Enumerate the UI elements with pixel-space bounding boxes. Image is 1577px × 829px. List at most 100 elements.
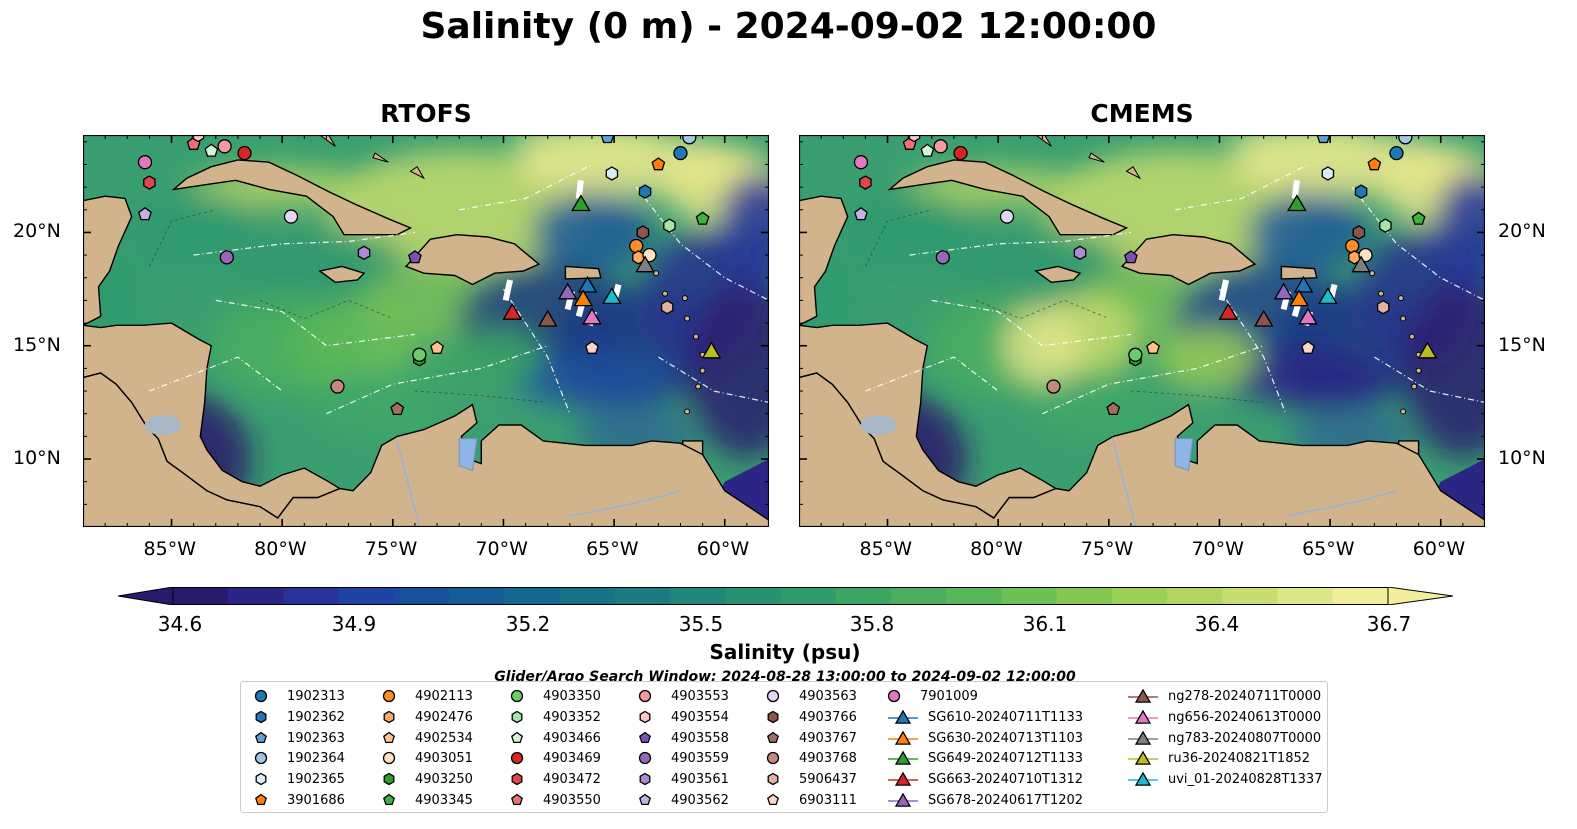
glider-SG630-20240713T1103-rtofs [573, 289, 593, 307]
legend-label: 6903111 [799, 793, 857, 808]
lon-tick-label: 70°W [1191, 538, 1244, 560]
legend-marker [255, 731, 267, 743]
argo-4902113-cmems [1345, 238, 1360, 254]
argo-1902313-cmems [1389, 145, 1404, 161]
legend-marker [894, 709, 912, 724]
argo-1902364-rtofs [682, 135, 697, 145]
argo-4903766-cmems [1352, 225, 1366, 240]
map-rtofs [83, 135, 769, 527]
argo-4903561-rtofs [357, 245, 371, 261]
argo-4903562-rtofs [138, 206, 152, 221]
argo-4903466-cmems [920, 143, 935, 157]
colorbar-segment [1167, 587, 1223, 605]
argo-4903553-cmems [933, 139, 948, 154]
legend: 1902313 1902362 1902363 1902364 1902365 39016… [240, 681, 1328, 813]
glider-ng656-20240613T0000-rtofs [582, 307, 602, 325]
glider-uvi_01-20240828T1337-rtofs [602, 287, 622, 305]
glider-SG678-20240617T1202-cmems [1273, 282, 1294, 300]
legend-marker [894, 730, 912, 745]
lat-tick-label-right: 15°N [1498, 333, 1546, 356]
glider-ng656-20240613T0000-cmems [1298, 307, 1318, 325]
legend-label: 4903550 [543, 793, 601, 808]
lat-tick-label-right: 10°N [1498, 447, 1546, 470]
lon-tick-label: 60°W [696, 538, 750, 560]
legend-label: ng278-20240711T0000 [1168, 689, 1322, 704]
legend-marker [254, 689, 268, 703]
colorbar-segment [1001, 587, 1058, 605]
legend-label: 1902365 [287, 772, 345, 788]
glider-SG663-20240710T1312-cmems [1218, 302, 1239, 320]
legend-marker [639, 772, 651, 786]
legend-label: ng783-20240807T0000 [1168, 730, 1322, 746]
colorbar-label: Salinity (psu) [709, 640, 861, 664]
legend-marker [1134, 750, 1152, 766]
glider-SG678-20240617T1202-rtofs [557, 282, 578, 300]
lon-tick-label: 75°W [1080, 538, 1134, 560]
colorbar-segment [173, 587, 229, 605]
argo-4903350-rtofs [412, 347, 427, 362]
glider-SG649-20240712T1133-rtofs [571, 194, 591, 212]
glider-SG610-20240711T1133-rtofs [577, 275, 598, 293]
glider-ng278-20240711T0000-rtofs [537, 309, 558, 327]
legend-marker [638, 752, 652, 765]
legend-marker [511, 793, 523, 806]
legend-marker [1134, 730, 1152, 745]
legend-label: 4902534 [415, 730, 473, 746]
legend-marker [1134, 688, 1152, 703]
legend-marker [511, 772, 523, 786]
legend-label: 4903768 [799, 751, 857, 767]
legend-marker [894, 792, 912, 807]
argo-7901009-rtofs [137, 155, 153, 170]
argo-4903563-cmems [999, 209, 1015, 224]
map-cmems [799, 135, 1485, 527]
argo-4902534-rtofs [430, 340, 444, 354]
colorbar-tick-label: 36.1 [1022, 612, 1068, 636]
argo-4903561-cmems [1073, 245, 1087, 261]
colorbar-segment [1056, 587, 1113, 605]
colorbar-segment [725, 587, 782, 605]
legend-label: 4903352 [543, 709, 601, 725]
argo-4903768-rtofs [330, 379, 345, 394]
legend-label: 4903250 [415, 772, 473, 788]
legend-label: ru36-20240821T1852 [1168, 751, 1311, 767]
legend-marker [383, 793, 395, 806]
argo-1902363-cmems [1316, 135, 1331, 144]
argo-4903350-cmems [1128, 347, 1143, 362]
argo-4903466-rtofs [204, 143, 219, 157]
legend-marker [510, 752, 524, 765]
argo-6903111-rtofs [585, 340, 599, 354]
colorbar-tick-label: 36.7 [1366, 612, 1412, 636]
legend-marker [639, 710, 651, 724]
legend-label: 4903553 [671, 689, 729, 704]
argo-4903345-cmems [1411, 211, 1426, 225]
colorbar-tick-label: 35.5 [678, 612, 724, 636]
legend-marker [382, 689, 396, 703]
argo-4903469-rtofs [237, 145, 252, 161]
legend-label: SG678-20240617T1202 [928, 793, 1084, 808]
legend-marker [254, 752, 268, 765]
legend-marker [382, 752, 396, 765]
legend-marker [383, 772, 395, 786]
colorbar-segment [890, 587, 947, 605]
glider-SG630-20240713T1103-cmems [1289, 289, 1309, 307]
colorbar-segment [1222, 587, 1279, 605]
argo-1902363-rtofs [600, 135, 615, 144]
legend-marker [766, 689, 780, 703]
colorbar-segment [1277, 587, 1334, 605]
colorbar-segment [393, 587, 450, 605]
legend-marker [510, 689, 524, 703]
colorbar-segment [559, 587, 616, 605]
legend-marker [767, 731, 779, 743]
colorbar-segment [1111, 587, 1168, 605]
colorbar-segment [449, 587, 505, 605]
legend-label: 7901009 [920, 689, 978, 704]
legend-label: 4903559 [671, 751, 729, 767]
legend-label: 4903767 [799, 730, 857, 746]
lat-tick-label-left: 15°N [13, 333, 61, 356]
colorbar [118, 587, 1453, 605]
glider-ru36-20240821T1852-cmems [1417, 341, 1438, 359]
legend-marker [887, 689, 901, 703]
argo-1902365-rtofs [605, 166, 619, 181]
argo-4903554-rtofs [191, 135, 205, 143]
argo-4903767-rtofs [390, 401, 405, 416]
